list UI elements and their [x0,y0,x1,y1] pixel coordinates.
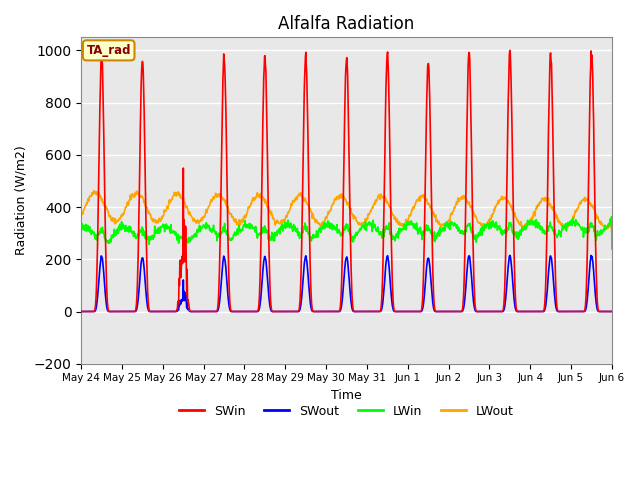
SWin [520,309,527,314]
LWin [573,221,580,227]
Y-axis label: Radiation (W/m2): Radiation (W/m2) [15,145,28,255]
SWout [288,309,296,314]
SWin [506,48,514,53]
LWin [423,223,431,228]
LWin [607,214,615,220]
SWout [520,309,527,314]
LWout [573,208,581,214]
LWout [90,188,98,193]
LWin [533,219,541,225]
LWin [371,223,378,229]
SWout [423,263,431,268]
Line: SWin: SWin [81,50,612,312]
LWout [289,201,296,206]
Legend: SWin, SWout, LWin, LWout: SWin, SWout, LWin, LWout [174,400,519,423]
SWin [288,309,296,314]
LWin [77,224,85,230]
SWout [534,309,541,314]
Title: Alfalfa Radiation: Alfalfa Radiation [278,15,415,33]
Line: LWout: LWout [81,191,612,239]
SWout [371,309,378,314]
X-axis label: Time: Time [331,389,362,402]
SWin [371,309,378,314]
Line: SWout: SWout [81,255,612,312]
LWout [77,213,85,218]
LWin [608,246,616,252]
SWout [608,309,616,314]
SWout [506,252,514,258]
Text: TA_rad: TA_rad [86,44,131,57]
SWin [534,309,541,314]
SWin [77,309,85,314]
SWout [77,309,85,314]
LWin [288,225,296,230]
SWout [573,309,581,314]
LWout [520,224,527,230]
SWin [423,95,431,101]
LWout [424,199,431,205]
LWin [519,226,527,232]
SWin [608,309,616,314]
Line: LWin: LWin [81,217,612,249]
LWout [608,236,616,241]
SWin [573,309,581,314]
LWout [534,203,541,208]
LWout [371,202,379,207]
